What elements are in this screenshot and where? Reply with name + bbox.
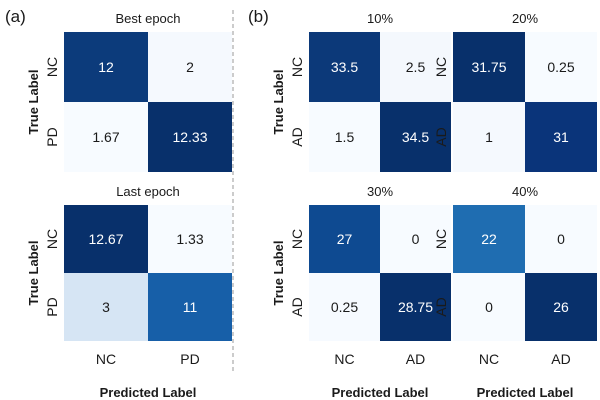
column-tick-label: AD — [551, 351, 570, 367]
matrix-title: 40% — [512, 184, 538, 199]
matrix-cell — [64, 205, 148, 273]
matrix-cell — [148, 32, 232, 102]
cell-value-label: 12.67 — [88, 231, 123, 247]
matrix-cell — [453, 273, 525, 341]
matrix-title: Last epoch — [116, 184, 180, 199]
matrix-cell — [525, 273, 597, 341]
row-tick-label: AD — [433, 297, 449, 316]
cell-value-label: 28.75 — [398, 299, 433, 315]
cell-value-label: 1 — [485, 129, 493, 145]
matrix-cell — [309, 205, 380, 273]
cell-value-label: 0.25 — [547, 59, 574, 75]
x-axis-label: Predicted Label — [100, 385, 197, 400]
y-axis-label: True Label — [26, 69, 41, 134]
cell-value-label: 0 — [412, 231, 420, 247]
cell-value-label: 2 — [186, 59, 194, 75]
matrix-cell — [309, 273, 380, 341]
row-tick-label: NC — [433, 57, 449, 77]
row-tick-label: NC — [433, 229, 449, 249]
y-axis-label: True Label — [26, 240, 41, 305]
cell-value-label: 1.67 — [92, 129, 119, 145]
matrix-cell — [64, 32, 148, 102]
cell-value-label: 34.5 — [402, 129, 429, 145]
confusion-matrix-6: 40% 22 0 NC 0 26 AD NC AD Predicted Label — [433, 184, 597, 400]
row-tick-label: PD — [44, 127, 60, 146]
cell-value-label: 0 — [557, 231, 565, 247]
cell-value-label: 0.25 — [331, 299, 358, 315]
row-tick-label: AD — [433, 127, 449, 146]
matrix-title: 20% — [512, 11, 538, 26]
cell-value-label: 33.5 — [331, 59, 358, 75]
matrix-title: Best epoch — [115, 11, 180, 26]
matrix-cell — [64, 102, 148, 172]
matrix-cell — [453, 205, 525, 273]
matrix-cell — [148, 102, 232, 172]
matrix-cell — [380, 205, 451, 273]
cell-value-label: 12.33 — [172, 129, 207, 145]
row-tick-label: AD — [289, 127, 305, 146]
matrix-cell — [380, 32, 451, 102]
cell-value-label: 11 — [183, 299, 198, 315]
cell-value-label: 12 — [98, 59, 114, 75]
matrix-cell — [453, 102, 525, 172]
matrix-cell — [525, 205, 597, 273]
cell-value-label: 31 — [553, 129, 569, 145]
matrix-cell — [453, 32, 525, 102]
x-axis-label: Predicted Label — [332, 385, 429, 400]
matrix-cell — [380, 273, 451, 341]
matrix-cell — [525, 102, 597, 172]
y-axis-label: True Label — [271, 69, 286, 134]
matrix-cell — [309, 102, 380, 172]
column-tick-label: AD — [406, 351, 425, 367]
row-tick-label: NC — [44, 229, 60, 249]
matrix-cell — [64, 273, 148, 341]
cell-value-label: 27 — [337, 231, 353, 247]
y-axis-label: True Label — [271, 240, 286, 305]
confusion-matrix-4: 20% 31.75 0.25 NC 1 31 AD — [433, 11, 597, 172]
cell-value-label: 22 — [481, 231, 497, 247]
matrix-cell — [148, 273, 232, 341]
panel-label-b: (b) — [248, 7, 269, 26]
column-tick-label: NC — [479, 351, 499, 367]
cell-value-label: 1.5 — [335, 129, 355, 145]
column-tick-label: PD — [180, 351, 199, 367]
matrix-title: 10% — [367, 11, 393, 26]
matrix-title: 30% — [367, 184, 393, 199]
cell-value-label: 31.75 — [471, 59, 506, 75]
cell-value-label: 26 — [553, 299, 569, 315]
cell-value-label: 2.5 — [406, 59, 426, 75]
column-tick-label: NC — [96, 351, 116, 367]
row-tick-label: AD — [289, 297, 305, 316]
cell-value-label: 0 — [485, 299, 493, 315]
panel-label-a: (a) — [5, 7, 26, 26]
cell-value-label: 1.33 — [176, 231, 203, 247]
row-tick-label: NC — [289, 57, 305, 77]
x-axis-label: Predicted Label — [477, 385, 574, 400]
row-tick-label: NC — [289, 229, 305, 249]
matrix-cell — [380, 102, 451, 172]
row-tick-label: PD — [44, 297, 60, 316]
matrix-cell — [148, 205, 232, 273]
row-tick-label: NC — [44, 57, 60, 77]
matrix-cell — [309, 32, 380, 102]
cell-value-label: 3 — [102, 299, 110, 315]
column-tick-label: NC — [334, 351, 354, 367]
matrix-cell — [525, 32, 597, 102]
